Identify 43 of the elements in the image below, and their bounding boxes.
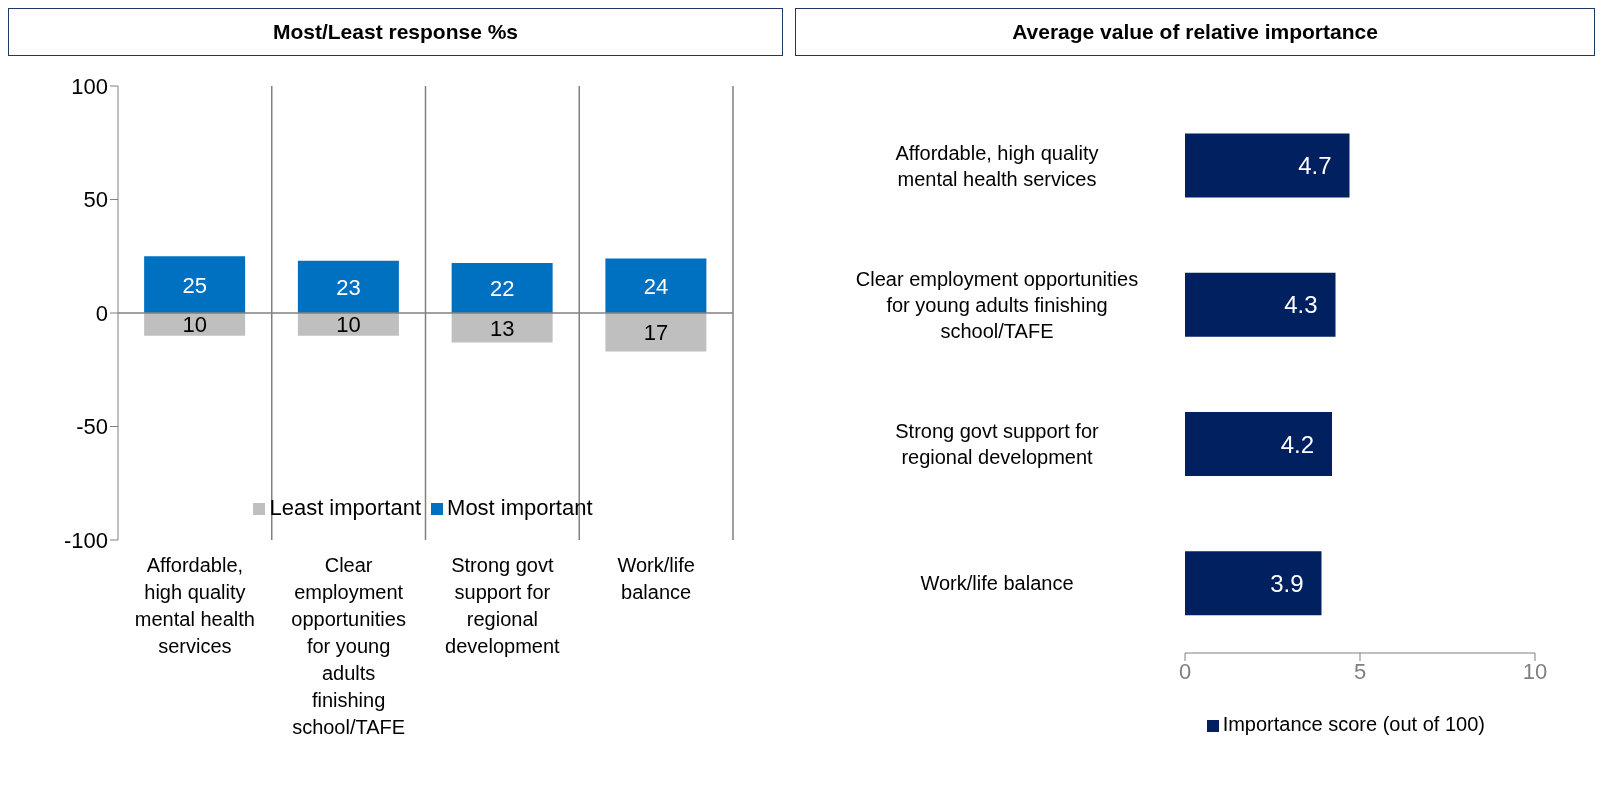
y-tick-label: Strong govt support for regional development xyxy=(895,420,1100,469)
data-label: 25 xyxy=(182,272,207,298)
bar xyxy=(297,260,399,313)
x-tick-label: Work/life balance xyxy=(617,554,695,603)
y-tick-label: Affordable, high quality mental health services xyxy=(895,141,1099,190)
x-tick-label: Strong govt support for regional development xyxy=(445,554,561,657)
x-tick-label: Clear employment opportunities for young adults finishing school/TAFE xyxy=(291,554,406,738)
chart-title: Average value of relative importance xyxy=(795,8,1595,56)
data-label: 23 xyxy=(336,274,361,300)
bar xyxy=(605,258,707,313)
y-tick-label: -100 xyxy=(63,527,108,553)
legend-label: Least important xyxy=(269,495,422,520)
data-label: 17 xyxy=(643,320,669,346)
chart-title: Most/Least response %s xyxy=(8,8,783,56)
data-label: 4.7 xyxy=(1298,152,1332,180)
data-label: 3.9 xyxy=(1270,569,1304,597)
data-label: 10 xyxy=(336,312,361,338)
x-tick-label: 0 xyxy=(1178,658,1192,684)
legend-label: Most important xyxy=(447,495,593,520)
y-tick-label: 100 xyxy=(71,73,108,99)
y-tick-label: 50 xyxy=(83,187,108,213)
y-tick-label: 0 xyxy=(95,300,108,326)
data-label: 24 xyxy=(643,273,669,299)
y-tick-label: Clear employment opportunities for young adults finishing school/TAFE xyxy=(855,267,1139,342)
y-tick-label: Work/life balance xyxy=(920,572,1074,595)
data-label: 10 xyxy=(182,312,207,338)
data-label: 13 xyxy=(489,315,515,341)
data-label: 4.3 xyxy=(1284,291,1318,319)
bar xyxy=(1185,272,1336,337)
bar xyxy=(144,313,246,336)
bar xyxy=(1185,133,1350,198)
bar xyxy=(605,313,707,352)
x-tick-label: 5 xyxy=(1353,658,1367,684)
legend-label: Importance score (out of 100) xyxy=(1222,713,1485,735)
bar xyxy=(1185,412,1332,477)
y-tick-label: -50 xyxy=(76,414,108,440)
bar xyxy=(451,313,553,343)
data-label: 22 xyxy=(489,276,515,302)
x-tick-label: 10 xyxy=(1522,658,1548,684)
bar xyxy=(451,263,553,313)
data-label: 4.2 xyxy=(1280,430,1314,458)
bar xyxy=(144,256,246,313)
bar xyxy=(1185,551,1322,616)
